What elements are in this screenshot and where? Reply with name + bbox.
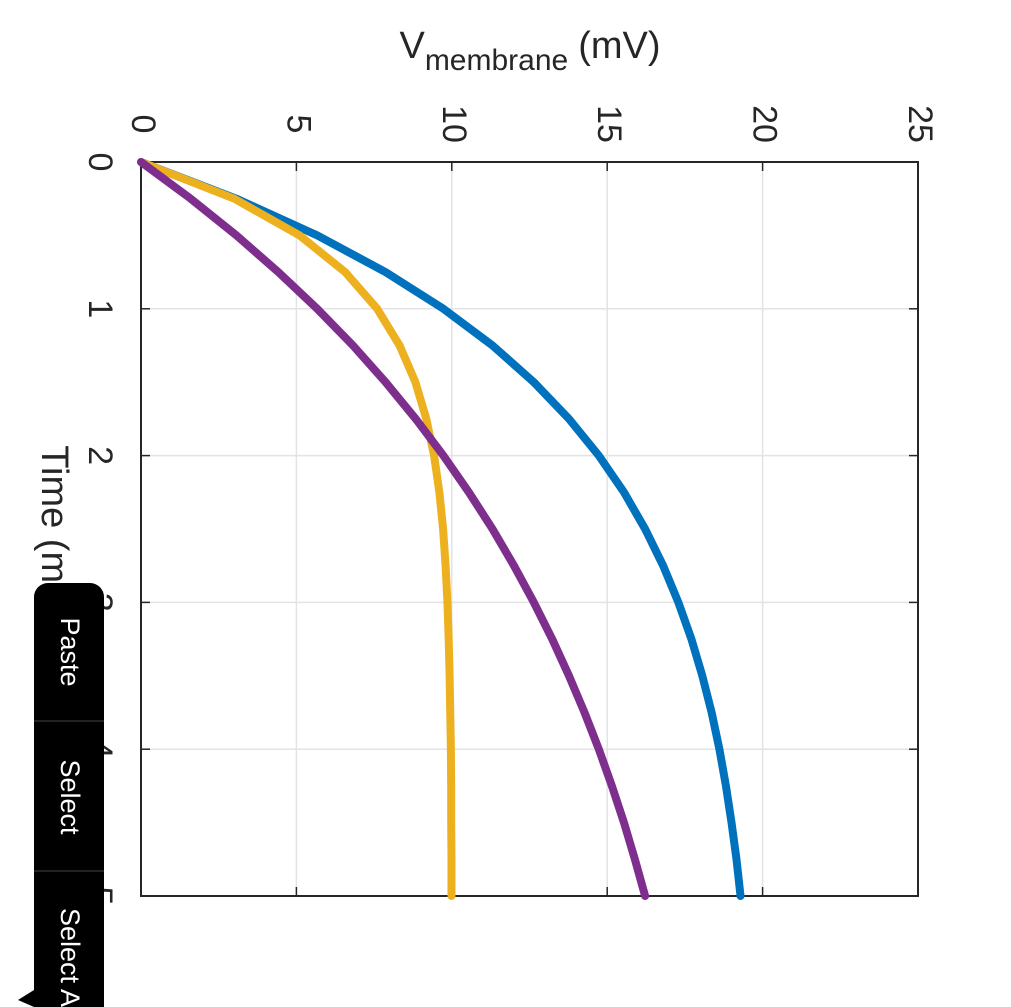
y-tick-label: 20 — [746, 105, 784, 143]
y-tick-label: 0 — [124, 115, 162, 134]
plot: 0510152025012345 — [81, 105, 939, 905]
label-subscript: membrane — [425, 44, 568, 77]
series-line — [137, 158, 745, 900]
label-unit: (mV) — [578, 25, 660, 67]
plot-frame — [140, 161, 919, 897]
menu-item[interactable]: Select All — [55, 908, 85, 1007]
y-axis-label: Vmembrane (mV) — [399, 25, 660, 77]
y-tick-label: 15 — [590, 105, 628, 143]
menu-item[interactable]: Paste — [55, 617, 85, 686]
x-tick-label: 0 — [81, 153, 119, 172]
y-tick-label: 10 — [435, 105, 473, 143]
label-main: V — [399, 25, 425, 67]
x-tick-label: 2 — [81, 446, 119, 465]
menu-item[interactable]: Select — [55, 759, 85, 835]
y-tick-label: 25 — [901, 105, 939, 143]
context-menu: Paste Select Select All — [18, 583, 104, 1007]
y-tick-label: 5 — [279, 115, 317, 134]
menu-pointer — [18, 990, 34, 1007]
x-tick-label: 1 — [81, 299, 119, 318]
series-line — [137, 158, 650, 900]
menu-background — [34, 583, 104, 1007]
series-line — [137, 158, 456, 900]
